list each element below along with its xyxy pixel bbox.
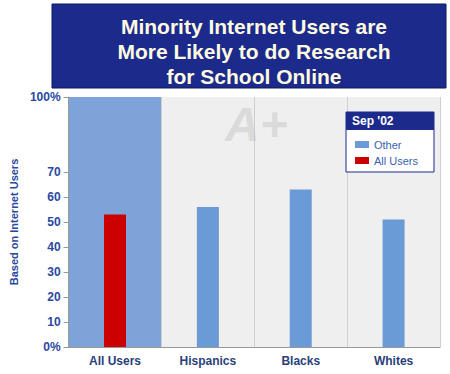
svg-text:Whites: Whites (374, 354, 414, 368)
svg-text:60: 60 (47, 190, 61, 204)
svg-text:Blacks: Blacks (281, 354, 320, 368)
svg-text:10: 10 (47, 315, 61, 329)
svg-text:40: 40 (47, 240, 61, 254)
svg-text:A+: A+ (224, 98, 288, 151)
svg-text:All Users: All Users (89, 354, 141, 368)
svg-text:Hispanics: Hispanics (180, 354, 237, 368)
svg-text:Sep '02: Sep '02 (352, 114, 394, 128)
svg-text:Based on Internet Users: Based on Internet Users (8, 159, 20, 286)
svg-text:30: 30 (47, 265, 61, 279)
svg-text:100%: 100% (30, 90, 61, 104)
svg-text:Minority Internet Users are: Minority Internet Users are (121, 15, 387, 38)
svg-text:50: 50 (47, 215, 61, 229)
svg-text:70: 70 (47, 165, 61, 179)
svg-text:for School Online: for School Online (166, 65, 341, 88)
svg-text:All Users: All Users (374, 155, 419, 167)
svg-text:Other: Other (374, 139, 402, 151)
svg-text:More Likely to do Research: More Likely to do Research (117, 40, 390, 63)
svg-text:20: 20 (47, 290, 61, 304)
svg-text:0%: 0% (43, 340, 61, 354)
